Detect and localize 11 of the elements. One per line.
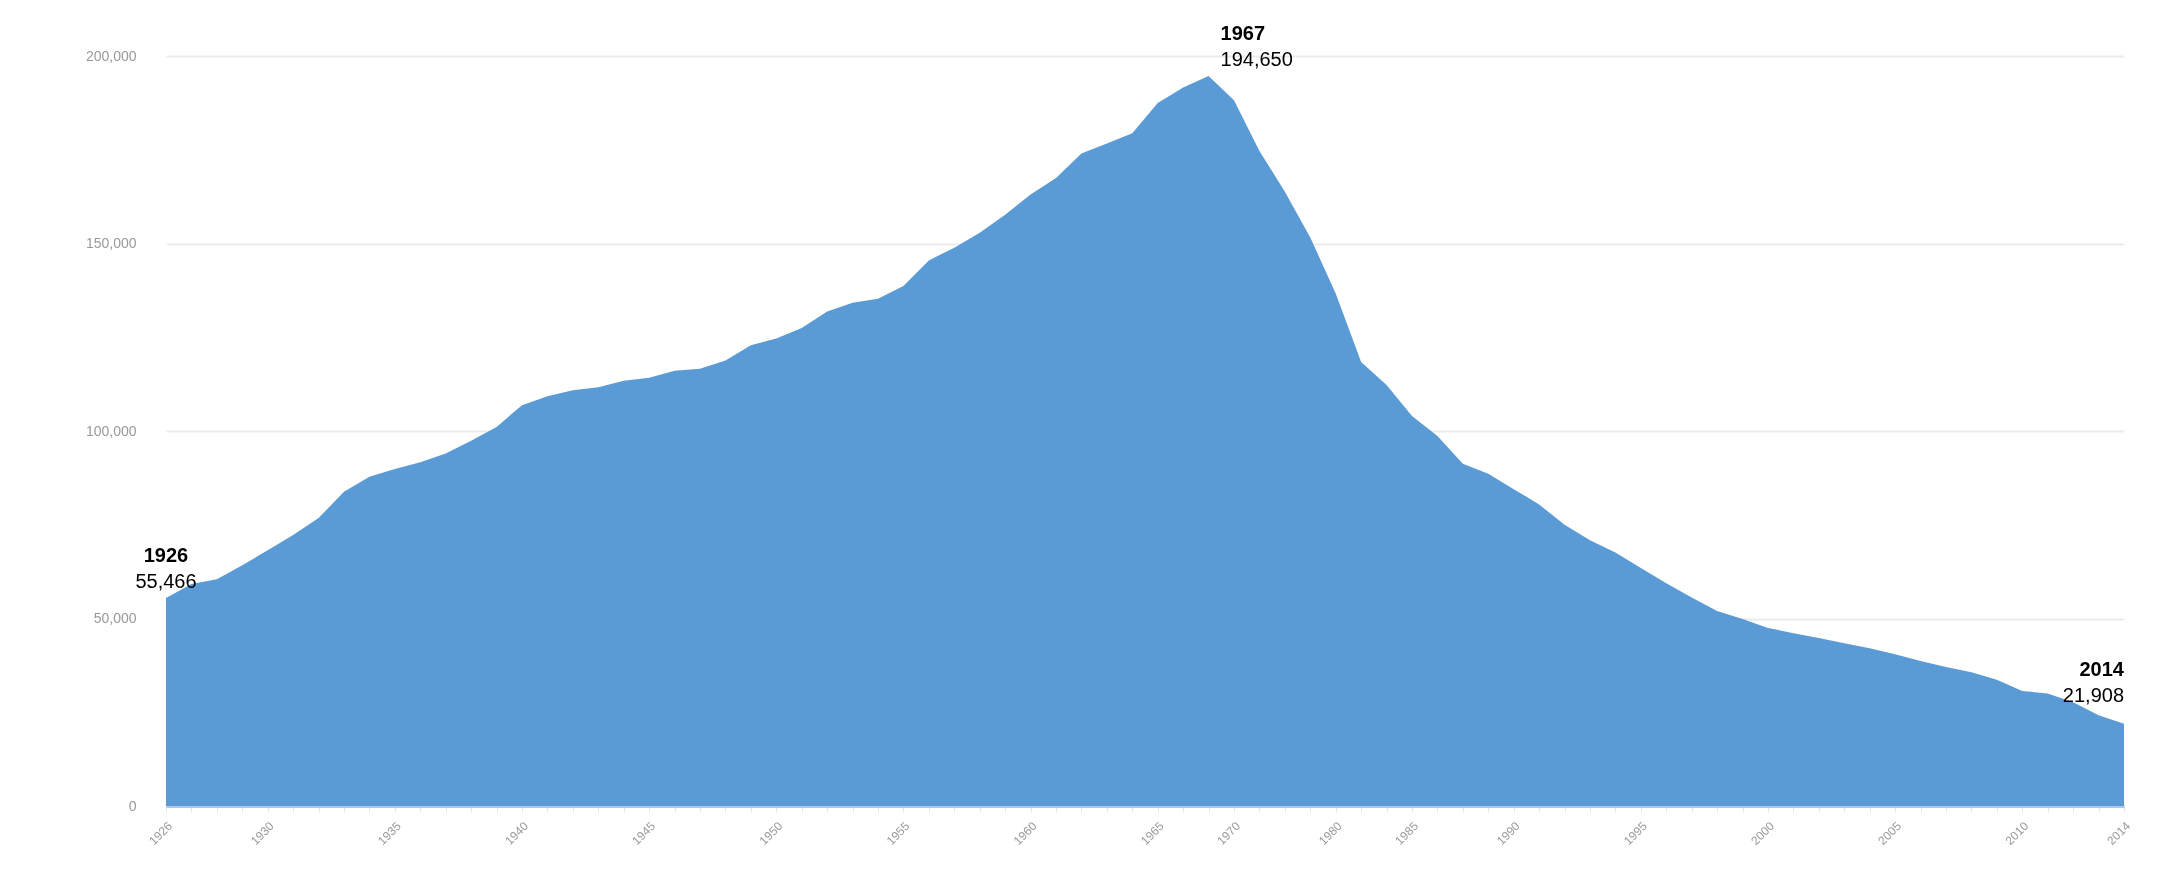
annotation: 2014: [2079, 657, 2125, 680]
y-tick-label: 100,000: [85, 422, 137, 439]
text: 1967: [1220, 22, 1266, 45]
y-tick-label: 0: [128, 797, 137, 814]
data-label: 194,650: [1220, 48, 1293, 71]
annotation: 1926: [143, 544, 189, 566]
y-tick-label: 200,000: [85, 47, 137, 64]
data-label: 55,466: [135, 570, 197, 592]
y-tick-label: 50,000: [93, 610, 137, 626]
y-tick-label: 150,000: [85, 235, 137, 251]
data-label: 21,908: [2062, 683, 2124, 706]
